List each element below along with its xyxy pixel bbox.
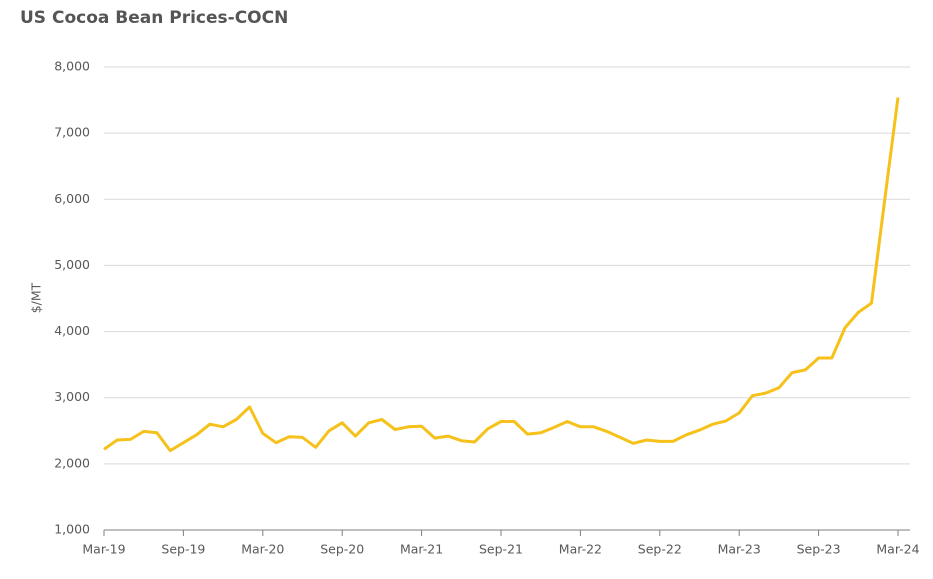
y-tick-label: 1,000	[54, 522, 90, 537]
x-tick-label: Mar-20	[241, 542, 284, 557]
y-axis-label: $/MT	[29, 282, 44, 313]
x-tick-label: Sep-20	[320, 542, 364, 557]
x-tick-label: Sep-22	[638, 542, 682, 557]
x-tick-label: Mar-24	[876, 542, 919, 557]
y-tick-label: 2,000	[54, 455, 90, 470]
x-tick-label: Sep-19	[161, 542, 205, 557]
x-tick-label: Mar-19	[82, 542, 125, 557]
y-tick-label: 3,000	[54, 389, 90, 404]
y-tick-label: 4,000	[54, 323, 90, 338]
x-tick-label: Sep-21	[479, 542, 523, 557]
y-tick-label: 5,000	[54, 257, 90, 272]
chart-title: US Cocoa Bean Prices-COCN	[20, 8, 288, 28]
y-tick-label: 6,000	[54, 191, 90, 206]
y-tick-label: 8,000	[54, 59, 90, 74]
y-tick-label: 7,000	[54, 125, 90, 140]
price-line	[103, 97, 900, 453]
x-tick-label: Mar-21	[400, 542, 443, 557]
x-tick-label: Mar-23	[718, 542, 761, 557]
x-tick-label: Sep-23	[797, 542, 841, 557]
x-tick-label: Mar-22	[559, 542, 602, 557]
